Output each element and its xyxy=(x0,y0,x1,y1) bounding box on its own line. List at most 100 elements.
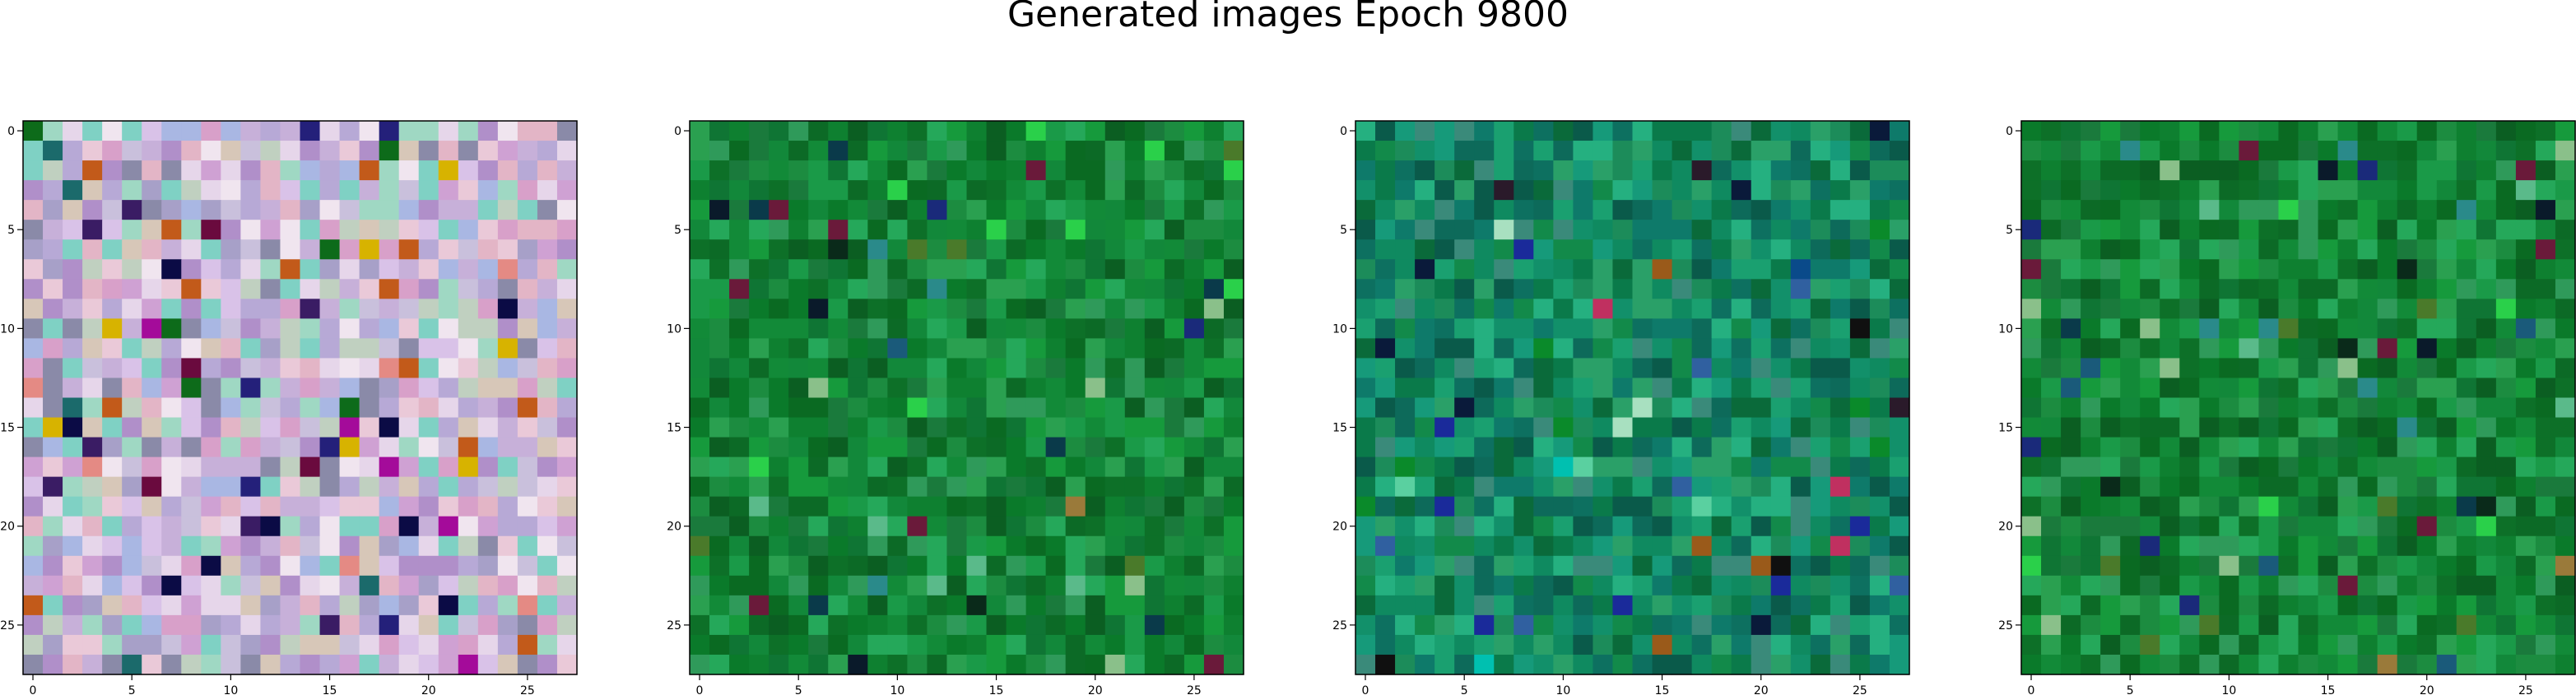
image-pixel xyxy=(418,417,439,438)
image-pixel xyxy=(1124,516,1146,537)
image-pixel xyxy=(2021,338,2042,359)
image-pixel xyxy=(122,378,142,399)
image-pixel xyxy=(2337,358,2359,379)
image-pixel xyxy=(497,476,518,498)
image-pixel xyxy=(986,417,1007,438)
image-pixel xyxy=(1494,516,1514,537)
image-pixel xyxy=(2179,614,2200,636)
image-pixel xyxy=(1612,141,1634,161)
image-pixel xyxy=(43,575,63,596)
image-pixel xyxy=(1632,476,1653,498)
image-pixel xyxy=(181,378,202,399)
image-pixel xyxy=(2100,121,2121,141)
image-pixel xyxy=(749,614,770,636)
image-pixel xyxy=(2081,516,2101,537)
image-pixel xyxy=(2041,239,2062,260)
image-pixel xyxy=(2239,141,2260,161)
image-pixel xyxy=(1454,378,1475,399)
image-pixel xyxy=(2397,496,2418,517)
image-pixel xyxy=(359,220,380,240)
image-pixel xyxy=(769,654,789,675)
image-pixel xyxy=(537,180,558,201)
image-pixel xyxy=(2416,437,2438,458)
image-pixel xyxy=(240,299,262,319)
image-pixel xyxy=(2495,318,2517,339)
y-tick-label: 0 xyxy=(2006,125,2013,138)
image-pixel xyxy=(1434,654,1455,675)
image-pixel xyxy=(690,516,710,537)
image-pixel xyxy=(2021,239,2042,260)
image-pixel xyxy=(2081,595,2101,616)
image-pixel xyxy=(946,279,968,299)
image-pixel xyxy=(2416,654,2438,675)
image-pixel xyxy=(2100,555,2121,577)
image-pixel xyxy=(517,259,538,280)
image-pixel xyxy=(1830,338,1851,359)
image-pixel xyxy=(2199,121,2220,141)
image-pixel xyxy=(2160,160,2180,181)
image-pixel xyxy=(1889,259,1910,280)
x-tick-label: 5 xyxy=(2127,684,2134,695)
image-pixel xyxy=(769,555,789,577)
image-pixel xyxy=(788,141,809,161)
image-pixel xyxy=(907,239,928,260)
image-pixel xyxy=(1203,535,1225,557)
image-pixel xyxy=(749,456,770,478)
image-pixel xyxy=(2081,456,2101,478)
image-pixel xyxy=(2120,575,2141,596)
image-pixel xyxy=(1415,555,1435,577)
image-pixel xyxy=(359,575,380,596)
image-pixel xyxy=(2377,614,2398,636)
image-pixel xyxy=(2179,358,2200,379)
image-pixel xyxy=(1183,555,1205,577)
image-pixel xyxy=(1711,358,1732,379)
image-pixel xyxy=(240,220,262,240)
image-pixel xyxy=(221,634,241,656)
image-pixel xyxy=(2535,496,2556,517)
image-pixel xyxy=(1415,654,1435,675)
image-pixel xyxy=(2258,654,2280,675)
image-pixel xyxy=(477,397,499,419)
image-pixel xyxy=(2199,318,2220,339)
image-pixel xyxy=(2021,437,2042,458)
image-pixel xyxy=(2476,417,2497,438)
image-pixel xyxy=(82,338,103,359)
image-pixel xyxy=(240,141,262,161)
image-pixel xyxy=(2100,575,2121,596)
image-pixel xyxy=(887,259,908,280)
image-pixel xyxy=(2476,575,2497,596)
image-pixel xyxy=(2555,239,2576,260)
image-pixel xyxy=(161,397,182,419)
image-pixel xyxy=(240,160,262,181)
image-pixel xyxy=(1355,437,1376,458)
image-pixel xyxy=(300,259,321,280)
image-pixel xyxy=(1085,318,1106,339)
image-pixel xyxy=(1395,180,1416,201)
image-pixel xyxy=(2081,575,2101,596)
image-pixel xyxy=(2179,476,2200,498)
image-pixel xyxy=(161,259,182,280)
image-pixel xyxy=(1849,121,1871,141)
image-pixel xyxy=(556,555,578,577)
image-pixel xyxy=(986,397,1007,419)
image-pixel xyxy=(1593,121,1614,141)
image-pixel xyxy=(1085,575,1106,596)
image-pixel xyxy=(2397,378,2418,399)
image-pixel xyxy=(102,555,123,577)
image-pixel xyxy=(828,318,849,339)
image-pixel xyxy=(887,358,908,379)
image-pixel xyxy=(1751,358,1772,379)
image-pixel xyxy=(122,358,142,379)
image-pixel xyxy=(2298,378,2319,399)
image-pixel xyxy=(1514,555,1534,577)
image-pixel xyxy=(1434,456,1455,478)
image-pixel xyxy=(1045,634,1067,656)
image-pixel xyxy=(122,496,142,517)
image-pixel xyxy=(2515,279,2536,299)
image-pixel xyxy=(2318,160,2339,181)
image-pixel xyxy=(438,555,459,577)
image-pixel xyxy=(2041,299,2062,319)
image-pixel xyxy=(1711,516,1732,537)
image-pixel xyxy=(517,318,538,339)
image-pixel xyxy=(2318,358,2339,379)
